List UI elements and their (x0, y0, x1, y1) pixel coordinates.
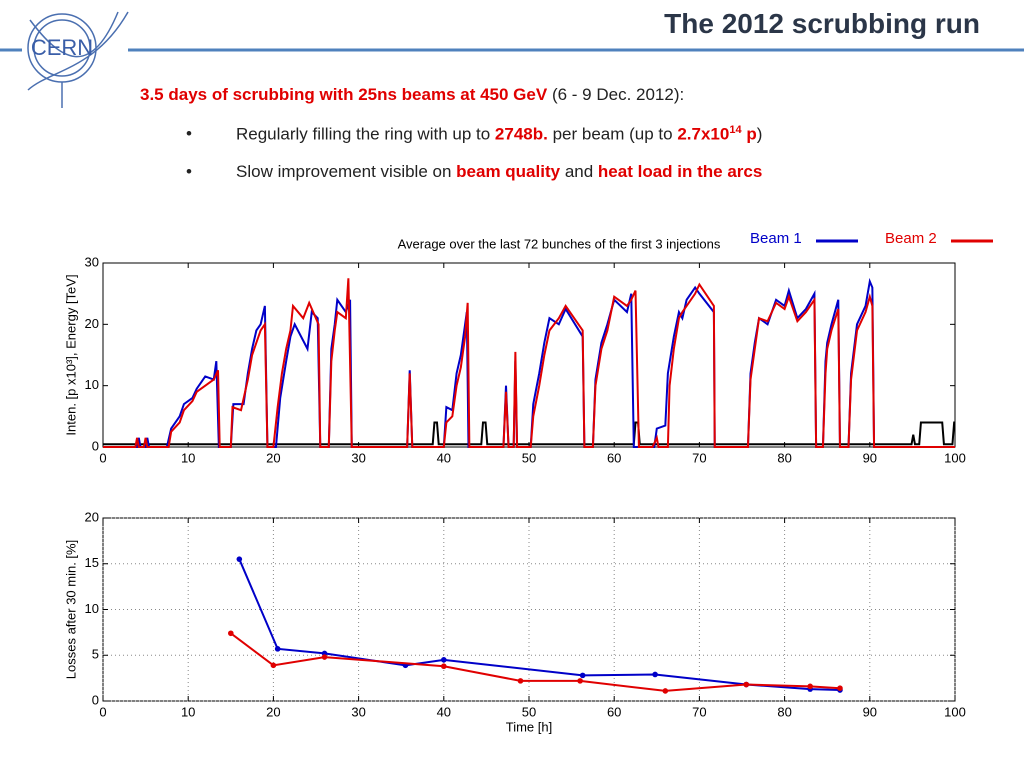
y-tick-label: 30 (85, 254, 99, 269)
point (270, 662, 277, 669)
intro-text: (6 - 9 Dec. 2012): (551, 85, 685, 104)
point (579, 672, 586, 679)
bullet: Regularly filling the ring with up to 27… (236, 124, 762, 145)
intro: 3.5 days of scrubbing with 25ns beams at… (140, 85, 684, 105)
x-tick-label: 10 (181, 450, 195, 465)
x-tick-label: 90 (863, 704, 877, 719)
y-axis-label: Losses after 30 min. [%] (63, 540, 78, 679)
y-tick-label: 15 (85, 555, 99, 570)
point (441, 663, 447, 670)
x-tick-label: 0 (99, 450, 106, 465)
x-tick-label: 40 (437, 704, 451, 719)
legend-label: Beam 1 (750, 230, 802, 247)
bullet-text: ) (756, 124, 763, 144)
x-tick-label: 60 (607, 450, 621, 465)
point (228, 630, 234, 637)
legend-label: Beam 2 (885, 230, 937, 247)
slide-title: The 2012 scrubbing run (664, 8, 980, 39)
y-axis-label: Inten. [p x10³], Energy [TeV] (63, 274, 78, 435)
point (807, 683, 813, 690)
point (321, 654, 328, 660)
x-tick-label: 0 (99, 704, 106, 719)
y-tick-label: 5 (92, 647, 99, 662)
x-tick-label: 30 (351, 450, 365, 465)
y-tick-label: 10 (85, 601, 99, 616)
x-tick-label: 10 (181, 704, 195, 719)
x-tick-label: 100 (944, 704, 966, 719)
point (577, 678, 583, 684)
bullet-highlight: 2.7x10 (677, 124, 730, 144)
intro-highlight: 3.5 days of scrubbing with 25ns beams at… (140, 85, 548, 104)
bullet-highlight: 2748b. (494, 124, 548, 144)
y-tick-label: 0 (92, 692, 99, 707)
x-tick-label: 70 (692, 704, 706, 719)
bullet-text: per beam (up to (552, 124, 673, 144)
x-tick-label: 20 (266, 450, 280, 465)
x-tick-label: 60 (607, 704, 621, 719)
y-tick-label: 0 (92, 438, 99, 453)
x-tick-label: 50 (522, 450, 536, 465)
x-tick-label: 30 (351, 704, 365, 719)
cern-logo (0, 11, 1024, 108)
y-tick-label: 20 (85, 316, 99, 331)
point (652, 671, 658, 678)
bullet-highlight: p (746, 124, 757, 144)
series-line (230, 632, 841, 692)
point (236, 556, 243, 562)
y-tick-label: 10 (85, 377, 99, 392)
series-line (238, 558, 841, 692)
series-line (103, 277, 955, 448)
bullet-mark: • (186, 162, 192, 181)
x-tick-label: 80 (777, 704, 791, 719)
chart-title: Average over the last 72 bunches of the … (398, 236, 721, 251)
bullet-text: Regularly filling the ring with up to (236, 124, 491, 144)
point (274, 646, 281, 652)
x-tick-label: 20 (266, 704, 280, 719)
x-tick-label: 100 (944, 450, 966, 465)
bullet: Slow improvement visible on beam quality… (236, 162, 762, 182)
point (441, 657, 447, 663)
x-axis-label: Time [h] (506, 719, 552, 734)
logo-text: CERN (31, 35, 93, 60)
point (517, 678, 524, 684)
bullet-text: Slow improvement visible on (236, 162, 452, 181)
bullet-text: and (564, 162, 594, 181)
x-tick-label: 80 (777, 450, 791, 465)
x-tick-label: 90 (863, 450, 877, 465)
x-tick-label: 40 (437, 450, 451, 465)
y-tick-label: 20 (85, 509, 99, 524)
bullet-highlight: heat load in the arcs (597, 162, 763, 181)
point (743, 681, 750, 688)
point (837, 685, 843, 691)
bullet-mark: • (186, 124, 192, 143)
x-tick-label: 50 (522, 704, 536, 719)
x-tick-label: 70 (692, 450, 706, 465)
bullet-exponent: 14 (729, 124, 742, 136)
point (662, 688, 669, 694)
bullet-highlight: beam quality (456, 162, 561, 181)
series-line (103, 278, 955, 448)
